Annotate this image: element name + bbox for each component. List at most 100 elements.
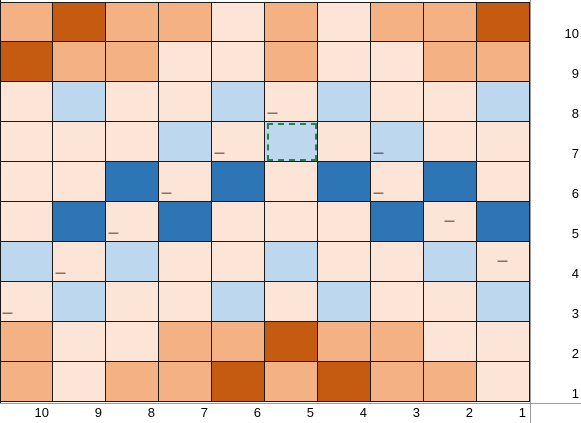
board-cell-r10-c4[interactable] [159,362,212,402]
board-cell-r7-c8[interactable] [371,242,424,282]
board-cell-r10-c9[interactable] [424,362,477,402]
board-cell-r1-c6[interactable] [265,2,318,42]
board-cell-r6-c5[interactable] [212,202,265,242]
board-cell-r2-c9[interactable] [424,42,477,82]
board-cell-r6-c1[interactable] [0,202,53,242]
board-cell-r4-c1[interactable] [0,122,53,162]
board-cell-r7-c5[interactable] [212,242,265,282]
board-cell-r5-c6[interactable] [265,162,318,202]
board-cell-r8-c6[interactable] [265,282,318,322]
board-cell-r3-c10[interactable] [477,82,530,122]
board-cell-r2-c5[interactable] [212,42,265,82]
board-cell-r8-c4[interactable] [159,282,212,322]
board-cell-r10-c6[interactable] [265,362,318,402]
board-cell-r4-c10[interactable] [477,122,530,162]
board-cell-r8-c3[interactable] [106,282,159,322]
board-cell-r5-c9[interactable] [424,162,477,202]
board-cell-r1-c10[interactable] [477,2,530,42]
board-cell-r8-c8[interactable] [371,282,424,322]
board-cell-r10-c1[interactable] [0,362,53,402]
board-cell-r1-c2[interactable] [53,2,106,42]
board-cell-r4-c8[interactable] [371,122,424,162]
board-cell-r6-c2[interactable] [53,202,106,242]
board-cell-r8-c9[interactable] [424,282,477,322]
board-cell-r9-c3[interactable] [106,322,159,362]
board-cell-r6-c7[interactable] [318,202,371,242]
board-cell-r6-c8[interactable] [371,202,424,242]
board-cell-r4-c2[interactable] [53,122,106,162]
board-cell-r7-c1[interactable] [0,242,53,282]
board-cell-r4-c5[interactable] [212,122,265,162]
board-cell-r6-c10[interactable] [477,202,530,242]
board-cell-r2-c1[interactable] [0,42,53,82]
board-cell-r5-c4[interactable] [159,162,212,202]
board-cell-r2-c8[interactable] [371,42,424,82]
board-cell-r6-c6[interactable] [265,202,318,242]
board-cell-r3-c9[interactable] [424,82,477,122]
board-cell-r5-c3[interactable] [106,162,159,202]
board-cell-r9-c10[interactable] [477,322,530,362]
board-cell-r2-c3[interactable] [106,42,159,82]
board-cell-r3-c1[interactable] [0,82,53,122]
board-cell-r4-c3[interactable] [106,122,159,162]
board-cell-r7-c7[interactable] [318,242,371,282]
board-cell-r8-c10[interactable] [477,282,530,322]
board-cell-r9-c8[interactable] [371,322,424,362]
board-cell-r2-c10[interactable] [477,42,530,82]
board-cell-r9-c7[interactable] [318,322,371,362]
board-cell-r5-c2[interactable] [53,162,106,202]
board-cell-r9-c9[interactable] [424,322,477,362]
board-cell-r1-c4[interactable] [159,2,212,42]
board-cell-r7-c4[interactable] [159,242,212,282]
board-cell-r2-c2[interactable] [53,42,106,82]
board-cell-r9-c2[interactable] [53,322,106,362]
board-cell-r10-c2[interactable] [53,362,106,402]
board-cell-r7-c6[interactable] [265,242,318,282]
board-cell-r2-c7[interactable] [318,42,371,82]
board-cell-r10-c7[interactable] [318,362,371,402]
board-cell-r2-c6[interactable] [265,42,318,82]
board-cell-r1-c9[interactable] [424,2,477,42]
board-cell-r3-c5[interactable] [212,82,265,122]
board-cell-r1-c3[interactable] [106,2,159,42]
board-cell-r10-c3[interactable] [106,362,159,402]
board-cell-r4-c6[interactable] [265,122,318,162]
board-cell-r3-c4[interactable] [159,82,212,122]
board-cell-r7-c10[interactable] [477,242,530,282]
board-cell-r3-c8[interactable] [371,82,424,122]
board-cell-r5-c1[interactable] [0,162,53,202]
board-cell-r6-c3[interactable] [106,202,159,242]
board-cell-r8-c1[interactable] [0,282,53,322]
board-cell-r9-c4[interactable] [159,322,212,362]
board-cell-r1-c7[interactable] [318,2,371,42]
board-cell-r2-c4[interactable] [159,42,212,82]
board-cell-r10-c8[interactable] [371,362,424,402]
board-cell-r5-c7[interactable] [318,162,371,202]
board-cell-r10-c5[interactable] [212,362,265,402]
board-cell-r9-c6[interactable] [265,322,318,362]
board-cell-r4-c4[interactable] [159,122,212,162]
board-cell-r3-c2[interactable] [53,82,106,122]
board-cell-r9-c1[interactable] [0,322,53,362]
board-cell-r4-c9[interactable] [424,122,477,162]
board-cell-r9-c5[interactable] [212,322,265,362]
board-cell-r8-c2[interactable] [53,282,106,322]
board-cell-r1-c1[interactable] [0,2,53,42]
board-cell-r5-c10[interactable] [477,162,530,202]
board-cell-r7-c9[interactable] [424,242,477,282]
board-cell-r3-c7[interactable] [318,82,371,122]
board-cell-r3-c6[interactable] [265,82,318,122]
board-cell-r1-c8[interactable] [371,2,424,42]
board-cell-r4-c7[interactable] [318,122,371,162]
board-cell-r7-c2[interactable] [53,242,106,282]
board-cell-r8-c5[interactable] [212,282,265,322]
board-cell-r5-c5[interactable] [212,162,265,202]
board-cell-r3-c3[interactable] [106,82,159,122]
board-cell-r5-c8[interactable] [371,162,424,202]
board-cell-r1-c5[interactable] [212,2,265,42]
board-cell-r7-c3[interactable] [106,242,159,282]
board-cell-r8-c7[interactable] [318,282,371,322]
board-cell-r10-c10[interactable] [477,362,530,402]
board-cell-r6-c4[interactable] [159,202,212,242]
board-cell-r6-c9[interactable] [424,202,477,242]
